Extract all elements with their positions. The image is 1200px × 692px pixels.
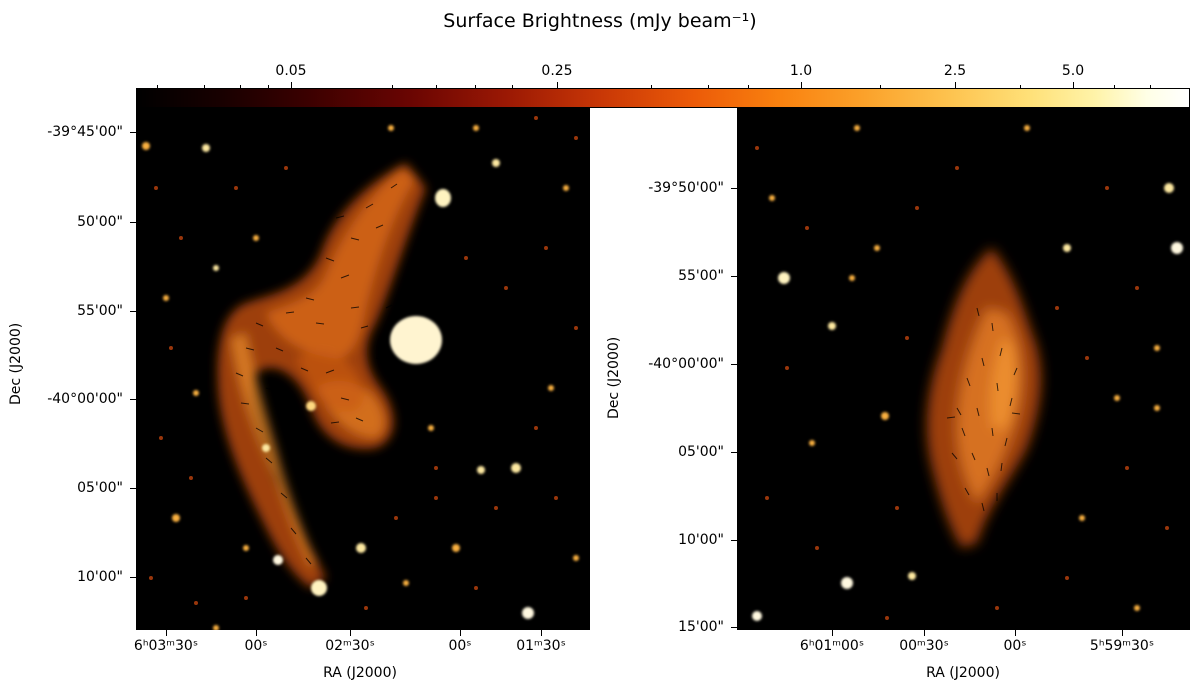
right-dec-tick (731, 188, 737, 189)
left-dec-label: 50'00" (77, 214, 123, 230)
colorbar-minor-tick (880, 85, 881, 88)
right-dec-label: -39°50'00" (648, 180, 724, 196)
right-ra-label: 5ʰ59ᵐ30ˢ (1089, 638, 1155, 654)
colorbar-tick-label: 0.05 (275, 63, 307, 79)
colorbar-minor-tick (436, 85, 437, 88)
colorbar-minor-tick (708, 85, 709, 88)
left-bright-sources (142, 116, 579, 630)
right-dec-tick (731, 364, 737, 365)
left-dec-label: 10'00" (77, 569, 123, 585)
left-dec-label: 55'00" (77, 303, 123, 319)
colorbar-title: Surface Brightness (mJy beam⁻¹) (443, 10, 757, 32)
colorbar-minor-tick (157, 85, 158, 88)
right-y-axis-label: Dec (J2000) (606, 336, 622, 419)
colorbar-minor-tick (512, 85, 513, 88)
left-dec-tick (130, 399, 136, 400)
left-polarization-vectors (235, 183, 398, 565)
left-dec-tick (130, 311, 136, 312)
left-dec-label: -39°45'00" (47, 124, 123, 140)
left-y-axis-label: Dec (J2000) (8, 322, 24, 405)
right-ra-tick (1015, 630, 1016, 636)
colorbar-minor-tick (475, 85, 476, 88)
right-x-axis-label: RA (J2000) (926, 665, 1000, 681)
right-ra-label: 00ᵐ30ˢ (899, 638, 949, 654)
left-ra-tick (460, 630, 461, 636)
left-ra-label: 02ᵐ30ˢ (325, 638, 375, 654)
colorbar-tick-label: 2.5 (943, 63, 967, 79)
colorbar-tick-label: 5.0 (1061, 63, 1085, 79)
colorbar-minor-tick (204, 85, 205, 88)
colorbar-minor-tick (1114, 85, 1115, 88)
left-ra-tick (166, 630, 167, 636)
left-dec-tick (130, 132, 136, 133)
left-ra-label: 00ˢ (244, 638, 268, 654)
left-diffuse-emission (217, 163, 426, 588)
right-dec-label: -40°00'00" (648, 356, 724, 372)
right-dec-tick (731, 276, 737, 277)
colorbar-major-tick (291, 82, 292, 88)
left-x-axis-label: RA (J2000) (323, 665, 397, 681)
colorbar-major-tick (801, 82, 802, 88)
right-image-canvas (752, 125, 1183, 621)
right-dec-tick (731, 452, 737, 453)
right-ra-tick (924, 630, 925, 636)
colorbar-major-tick (955, 82, 956, 88)
right-ra-tick (1122, 630, 1123, 636)
right-ra-tick (832, 630, 833, 636)
right-ra-label: 00ˢ (1003, 638, 1027, 654)
left-ra-tick (350, 630, 351, 636)
right-diffuse-emission (926, 248, 1042, 548)
right-dec-label: 05'00" (678, 444, 724, 460)
right-dec-label: 10'00" (678, 532, 724, 548)
left-dec-label: 05'00" (77, 480, 123, 496)
colorbar-tick-label: 0.25 (541, 63, 573, 79)
right-ra-label: 6ʰ01ᵐ00ˢ (799, 638, 865, 654)
left-dec-tick (130, 222, 136, 223)
left-ra-tick (541, 630, 542, 636)
colorbar-minor-tick (392, 85, 393, 88)
right-radio-image (737, 108, 1190, 630)
colorbar-minor-tick (240, 85, 241, 88)
colorbar (136, 88, 1190, 108)
left-dec-tick (130, 488, 136, 489)
colorbar-major-tick (1073, 82, 1074, 88)
left-ra-label: 01ᵐ30ˢ (516, 638, 566, 654)
left-radio-image (136, 108, 590, 630)
colorbar-minor-tick (1150, 85, 1151, 88)
right-dec-label: 15'00" (678, 619, 724, 635)
right-dec-label: 55'00" (678, 268, 724, 284)
colorbar-minor-tick (268, 85, 269, 88)
left-image-canvas (142, 116, 579, 630)
left-ra-label: 00ˢ (448, 638, 472, 654)
colorbar-major-tick (557, 82, 558, 88)
right-bright-sources (752, 125, 1183, 621)
colorbar-tick-label: 1.0 (789, 63, 813, 79)
right-dec-tick (731, 540, 737, 541)
right-polarization-vectors (946, 307, 1021, 512)
colorbar-minor-tick (748, 85, 749, 88)
right-dec-tick (731, 627, 737, 628)
left-dec-label: -40°00'00" (47, 391, 123, 407)
left-dec-tick (130, 577, 136, 578)
colorbar-minor-tick (1020, 85, 1021, 88)
colorbar-minor-tick (651, 85, 652, 88)
left-ra-label: 6ʰ03ᵐ30ˢ (133, 638, 199, 654)
left-ra-tick (256, 630, 257, 636)
